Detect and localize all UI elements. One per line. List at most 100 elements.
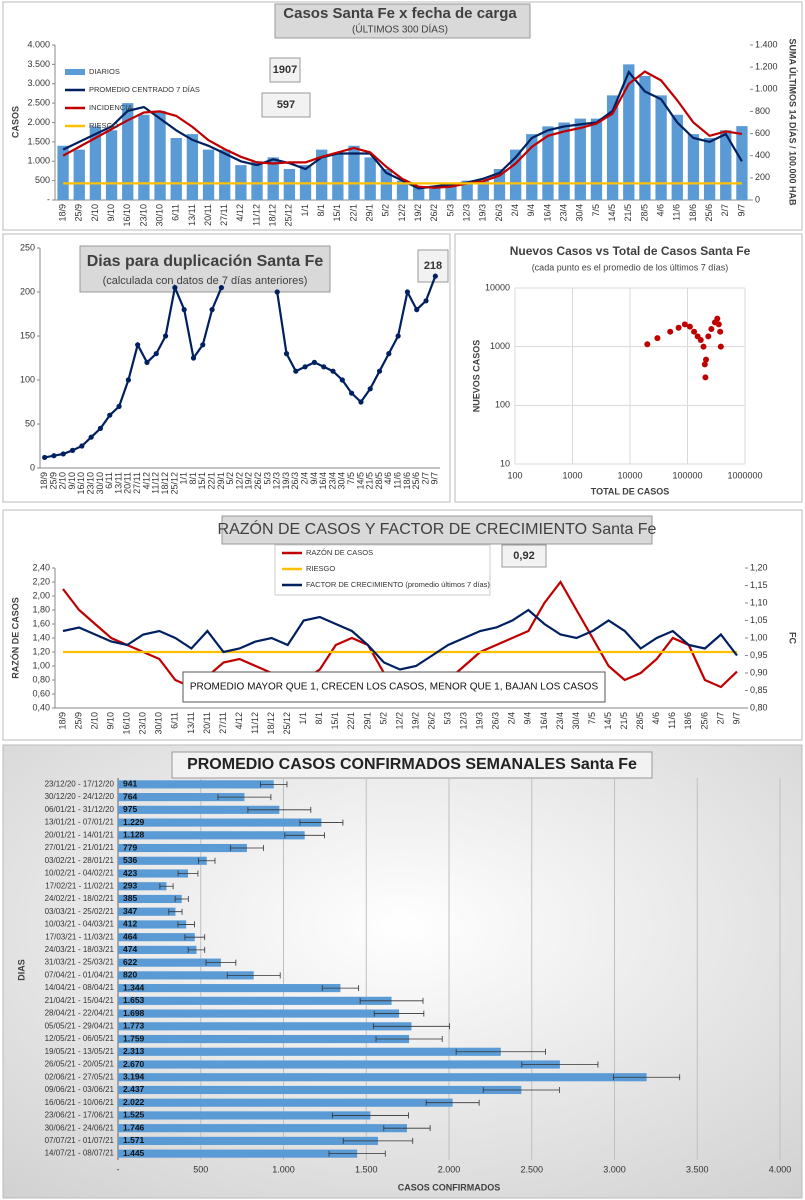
bar <box>118 882 167 891</box>
x-tick-label: 1/1 <box>179 472 189 485</box>
y-tick-label: 200 <box>755 172 770 182</box>
x-tick-label: 26/2 <box>253 472 263 490</box>
marker <box>358 399 364 405</box>
line <box>62 70 743 189</box>
chart-subtitle: (ÚLTIMOS 300 DÍAS) <box>352 23 448 36</box>
bar <box>606 95 619 200</box>
x-tick-label: 18/9 <box>39 472 49 490</box>
title-box <box>171 751 653 779</box>
y-axis-label: DIAS <box>16 959 26 981</box>
bar <box>316 149 328 200</box>
x-tick-label: 9/7 <box>736 204 746 217</box>
y-tick-label: 3.000 <box>27 78 50 88</box>
x-tick-label: 1/1 <box>300 204 310 217</box>
bar <box>118 831 305 840</box>
point <box>681 321 688 328</box>
y-tick-label: 12/05/21 - 06/05/21 <box>45 1034 115 1043</box>
x-tick-label: 9/4 <box>309 472 319 485</box>
y-tick-label: 250 <box>20 242 35 252</box>
bar <box>509 149 522 200</box>
bar <box>186 134 199 200</box>
x-axis-label: CASOS CONFIRMADOS <box>398 1182 501 1192</box>
legend-label: RAZÓN DE CASOS <box>306 548 373 557</box>
value-label: 1.445 <box>123 1148 145 1158</box>
x-tick-label: 23/10 <box>138 712 148 735</box>
marker <box>209 307 215 313</box>
error-bar <box>482 1086 560 1093</box>
x-tick-label: 25/6 <box>699 712 709 730</box>
bar <box>118 869 189 878</box>
bar <box>118 1124 407 1133</box>
x-tick-label: 11/6 <box>393 472 403 489</box>
value-label: 2.437 <box>123 1084 145 1094</box>
bar <box>332 153 344 200</box>
bar <box>736 126 748 200</box>
bar <box>138 114 150 200</box>
marker <box>395 333 401 339</box>
error-bar <box>168 908 183 915</box>
x-tick-label: 1.000 <box>272 1164 295 1174</box>
error-bar <box>375 1036 443 1043</box>
bar <box>118 780 274 789</box>
error-bar <box>328 1150 386 1157</box>
bar <box>122 103 134 200</box>
y-tick-label: 26/05/21 - 20/05/21 <box>45 1060 115 1069</box>
legend-label: RIESGO <box>89 121 118 130</box>
x-tick-label: 9/7 <box>731 712 741 725</box>
x-tick-label: 5/2 <box>225 472 235 485</box>
error-bar <box>342 1137 414 1144</box>
x-tick-label: 9/10 <box>67 472 77 490</box>
note: PROMEDIO MAYOR QUE 1, CRECEN LOS CASOS, … <box>190 682 599 693</box>
y-tick-label: 05/05/21 - 29/04/21 <box>45 1021 115 1030</box>
y-tick-label: 1,10 <box>750 597 768 607</box>
plots: -5001.0001.5002.0002.5003.0003.5004.0000… <box>20 39 791 1174</box>
x-tick-label: 19/3 <box>478 204 488 222</box>
x-tick-label: - <box>117 1164 120 1174</box>
y-tick-label: 30/06/21 - 24/06/21 <box>45 1123 115 1132</box>
point <box>708 326 715 333</box>
x-tick-label: 21/5 <box>623 204 633 222</box>
y-tick-label: 17/03/21 - 11/03/21 <box>45 932 114 941</box>
x-tick-label: 4/12 <box>235 204 245 222</box>
marker <box>321 364 327 370</box>
annotation: 1907 <box>273 64 297 76</box>
x-tick-label: 20/11 <box>203 204 213 226</box>
y-tick-label: 1,05 <box>750 615 768 625</box>
x-tick-label: 30/4 <box>575 204 585 222</box>
x-tick-label: 19/3 <box>281 472 291 490</box>
marker <box>274 289 280 295</box>
x-tick-label: 30/10 <box>154 712 164 735</box>
y-tick-label: 1,20 <box>750 562 768 572</box>
marker <box>423 298 429 304</box>
x-tick-label: 2.000 <box>438 1164 461 1174</box>
x-tick-label: 16/4 <box>318 472 328 490</box>
x-tick-label: 8/1 <box>314 712 324 725</box>
x-tick-label: 26/3 <box>491 712 501 730</box>
bar <box>73 149 85 200</box>
bar <box>671 114 683 200</box>
marker <box>60 451 66 457</box>
x-tick-label: 23/10 <box>138 204 148 227</box>
x-tick-label: 18/6 <box>683 712 693 730</box>
marker <box>69 447 76 453</box>
error-bar <box>247 806 312 813</box>
y-tick-label: 03/02/21 - 28/01/21 <box>45 856 115 865</box>
bar <box>542 126 554 200</box>
x-tick-label: 2/10 <box>90 204 100 222</box>
x-tick-label: 12/3 <box>459 712 469 730</box>
x-tick-label: 22/1 <box>348 204 358 222</box>
title-box <box>79 245 331 293</box>
y-tick-label: 1.000 <box>27 156 50 166</box>
x-tick-label: 18/6 <box>688 204 698 222</box>
x-tick-label: 19/3 <box>475 712 485 730</box>
point <box>667 328 674 335</box>
x-tick-label: 2/7 <box>715 712 725 725</box>
y-tick-label: 1,40 <box>32 632 50 642</box>
value-label: 347 <box>123 906 137 916</box>
value-label: 474 <box>123 944 137 954</box>
value-label: 2.670 <box>123 1059 145 1069</box>
x-tick-label: 12/3 <box>462 204 472 222</box>
bar <box>118 793 245 802</box>
x-tick-label: 18/9 <box>57 204 67 222</box>
point <box>714 315 721 322</box>
